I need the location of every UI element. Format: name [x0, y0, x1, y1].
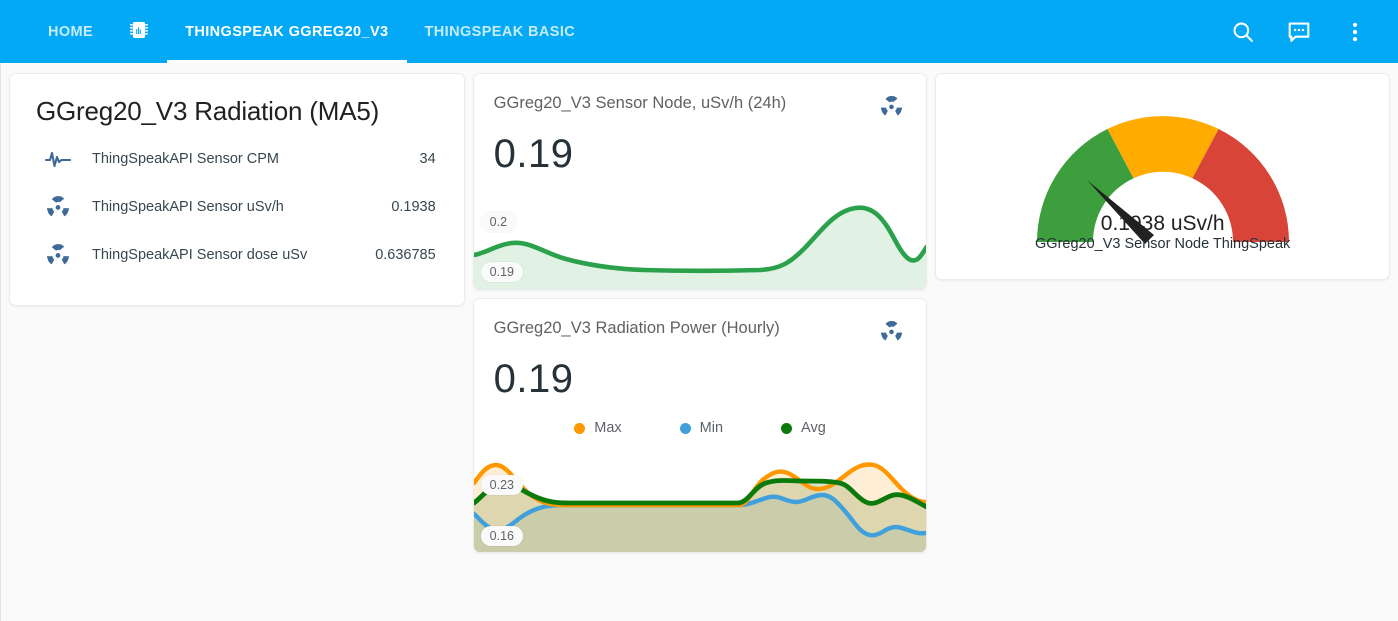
gauge-card: 0.1938 uSv/h GGreg20_V3 Sensor Node Thin… — [935, 73, 1391, 280]
app-bar-actions — [1230, 19, 1376, 45]
list-item[interactable]: ThingSpeakAPI Sensor dose uSv 0.636785 — [30, 231, 440, 279]
legend-dot-avg — [781, 422, 793, 434]
page-title: GGreg20_V3 Radiation (MA5) — [36, 96, 380, 126]
pulse-icon — [34, 148, 82, 170]
radiation-power-axis-min: 0.16 — [480, 526, 524, 546]
gauge-segment-low — [1036, 128, 1134, 242]
radiation-power-axis-max: 0.23 — [480, 475, 524, 495]
radiation-power-hourly-card: GGreg20_V3 Radiation Power (Hourly) 0 — [472, 298, 928, 553]
gauge-value: 0.1938 uSv/h — [1100, 211, 1225, 235]
chip-icon — [127, 18, 151, 46]
series-min-line — [473, 492, 927, 538]
tab-device[interactable] — [111, 0, 167, 63]
column-left: GGreg20_V3 Radiation (MA5) ThingSpeakAPI… — [9, 73, 465, 306]
dashboard-page: GGreg20_V3 Radiation (MA5) ThingSpeakAPI… — [0, 63, 1398, 621]
chat-icon[interactable] — [1286, 19, 1312, 45]
more-vert-icon[interactable] — [1342, 19, 1368, 45]
radiation-power-hourly-title: GGreg20_V3 Radiation Power (Hourly) — [493, 319, 780, 337]
gauge-widget[interactable]: 0.1938 uSv/h GGreg20_V3 Sensor Node Thin… — [1027, 92, 1299, 262]
sensor-node-24h-axis-min: 0.19 — [480, 262, 524, 282]
radiation-icon — [34, 242, 82, 268]
series-min-area — [473, 495, 927, 552]
app-bar: HOME — [0, 0, 1398, 63]
tab-thingspeak-ggreg20-v3[interactable]: THINGSPEAK GGREG20_V3 — [167, 0, 407, 63]
sensor-node-24h-area — [473, 207, 927, 289]
list-item[interactable]: ThingSpeakAPI Sensor CPM 34 — [30, 135, 440, 183]
legend-item-min[interactable]: Min — [679, 420, 724, 436]
tab-home-label: HOME — [48, 23, 94, 40]
tab-bar: HOME — [30, 0, 593, 63]
tab-home[interactable]: HOME — [30, 0, 111, 63]
tab-thingspeak-basic[interactable]: THINGSPEAK BASIC — [407, 0, 594, 63]
radiation-icon — [879, 94, 904, 124]
sensor-node-24h-card: GGreg20_V3 Sensor Node, uSv/h (24h) 0 — [472, 73, 928, 290]
list-item-label: ThingSpeakAPI Sensor dose uSv — [92, 247, 308, 263]
gauge-segment-medium — [1107, 115, 1219, 178]
list-item-label: ThingSpeakAPI Sensor uSv/h — [92, 199, 284, 215]
list-item-value: 0.636785 — [375, 247, 436, 263]
radiation-power-hourly-header: GGreg20_V3 Radiation Power (Hourly) — [474, 299, 927, 349]
series-avg-line — [473, 478, 927, 510]
legend-label-max: Max — [594, 420, 622, 436]
list-item-value: 34 — [419, 151, 436, 167]
tab-thingspeak-basic-label: THINGSPEAK BASIC — [424, 23, 576, 40]
sensor-node-24h-sparkline — [473, 193, 927, 289]
column-middle: GGreg20_V3 Sensor Node, uSv/h (24h) 0 — [472, 73, 928, 553]
legend-label-min: Min — [699, 420, 724, 436]
legend-item-avg[interactable]: Avg — [781, 420, 826, 436]
legend-dot-max — [574, 422, 586, 434]
radiation-icon — [34, 194, 82, 220]
column-right: 0.1938 uSv/h GGreg20_V3 Sensor Node Thin… — [935, 73, 1391, 280]
legend-label-avg: Avg — [801, 420, 826, 436]
radiation-icon — [879, 319, 904, 349]
list-item-label: ThingSpeakAPI Sensor CPM — [92, 151, 279, 167]
tab-thingspeak-ggreg20-v3-label: THINGSPEAK GGREG20_V3 — [185, 23, 389, 40]
radiation-power-hourly-sparkline — [473, 457, 927, 552]
legend-item-max[interactable]: Max — [574, 420, 622, 436]
gauge-needle — [1087, 180, 1154, 244]
radiation-ma5-card: GGreg20_V3 Radiation (MA5) ThingSpeakAPI… — [9, 73, 465, 306]
sensor-node-24h-value: 0.19 — [493, 132, 574, 176]
gauge-caption: GGreg20_V3 Sensor Node ThingSpeak — [1035, 236, 1291, 253]
sensor-node-24h-header: GGreg20_V3 Sensor Node, uSv/h (24h) — [474, 74, 927, 124]
chart-legend: Max Min Avg — [474, 402, 927, 436]
list-item-value: 0.1938 — [391, 199, 436, 215]
radiation-power-hourly-value: 0.19 — [493, 357, 574, 401]
gauge-segment-high — [1192, 128, 1289, 242]
sensor-node-24h-line — [473, 205, 927, 274]
sensor-node-24h-title: GGreg20_V3 Sensor Node, uSv/h (24h) — [493, 94, 787, 112]
search-icon[interactable] — [1230, 19, 1256, 45]
sensor-node-24h-axis-max: 0.2 — [480, 212, 517, 232]
dashboard-grid: GGreg20_V3 Radiation (MA5) ThingSpeakAPI… — [9, 73, 1391, 553]
list-item[interactable]: ThingSpeakAPI Sensor uSv/h 0.1938 — [30, 183, 440, 231]
legend-dot-min — [679, 422, 691, 434]
series-max-area — [473, 464, 927, 552]
gauge-readout: 0.1938 uSv/h GGreg20_V3 Sensor Node Thin… — [1027, 212, 1299, 254]
